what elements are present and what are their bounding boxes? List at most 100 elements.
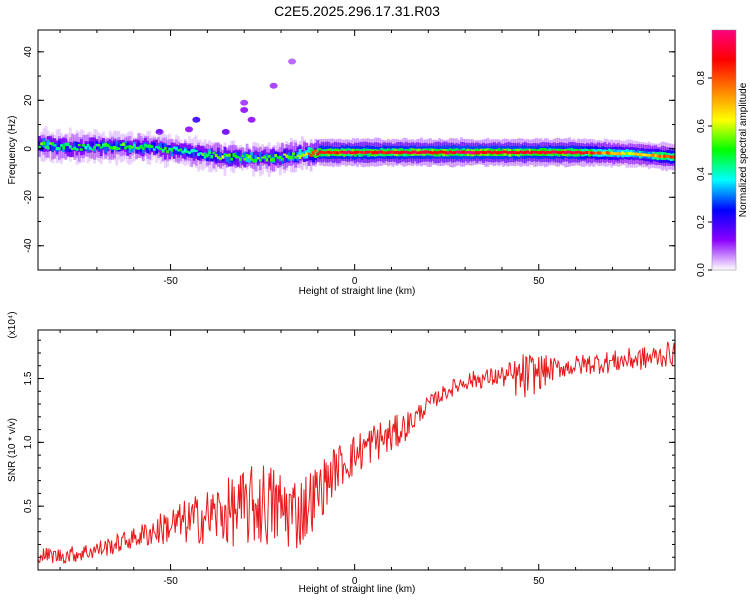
spectrogram-cell [124, 146, 127, 150]
spectrogram-cell [647, 154, 651, 157]
spectrogram-cell [471, 151, 474, 155]
spectrogram-cell [345, 151, 348, 155]
spectrogram-cell [82, 143, 85, 147]
spectrogram-cell [539, 150, 543, 155]
spectrogram-cell [159, 143, 163, 149]
spectrogram-cell [210, 148, 214, 161]
spectrogram-cell [230, 157, 234, 161]
spectrogram-cell [559, 151, 563, 155]
spectrogram-cell [378, 150, 382, 154]
spectrogram-cell [135, 146, 139, 150]
spectrogram-cell [656, 154, 660, 158]
spectrogram-cell [351, 151, 355, 155]
spectrogram-cell [49, 142, 52, 145]
spectrogram-cell [192, 148, 196, 157]
spectrogram-cell [194, 148, 198, 157]
spectrogram-cell [614, 152, 618, 156]
spectrogram-cell [170, 148, 174, 152]
spectrogram-cell [168, 147, 172, 151]
spectrogram-cell [40, 142, 44, 146]
spectrogram-cell [258, 158, 262, 162]
spectrogram-cell [141, 147, 145, 150]
snr-y-label: SNR (10 * v/v) [7, 418, 18, 482]
spectrogram-cell [166, 150, 169, 154]
spectrogram-cell [515, 151, 519, 155]
spectrogram-cell [630, 152, 633, 156]
spectrogram-cell [610, 151, 614, 155]
spectrogram-cell [331, 151, 335, 154]
spectrogram-x-tick-label: 50 [533, 276, 545, 287]
spectrogram-cell [161, 149, 165, 153]
spectrogram-cell [318, 150, 322, 154]
spectrogram-cell [307, 147, 311, 156]
spectrogram-cell [126, 145, 130, 148]
spectrogram-x-tick-label: -50 [163, 276, 178, 287]
spectrogram-cell [247, 155, 251, 159]
spectrogram-cell [272, 148, 275, 165]
spectrogram-cell [382, 151, 386, 155]
spectrogram-cell [68, 145, 72, 149]
spectrogram-y-ticks: -40 -20 0 20 40 [23, 46, 675, 271]
spectrogram-cell [431, 151, 435, 155]
spectrogram-cell [66, 142, 70, 147]
spectrogram-cell [285, 154, 289, 158]
spectrogram-blob [269, 82, 278, 89]
spectrogram-cell [276, 152, 280, 160]
spectrogram-cell [554, 150, 558, 154]
colorbar-label: Normalized spectral amplitude [738, 82, 749, 217]
spectrogram-cell [64, 144, 68, 152]
spectrogram-cell [415, 151, 419, 155]
spectrogram-cell [71, 147, 74, 151]
spectrogram-cell [495, 151, 499, 155]
spectrogram-cell [258, 152, 262, 160]
spectrogram-blob [247, 116, 256, 123]
spectrogram-cell [479, 150, 483, 154]
spectrogram-cell [484, 151, 488, 155]
spectrogram-cell [592, 151, 596, 155]
spectrogram-cell [632, 152, 636, 156]
spectrogram-cell [216, 156, 220, 159]
spectrogram-cell [241, 154, 245, 158]
spectrogram-cell [245, 154, 249, 158]
spectrogram-cell [605, 151, 609, 155]
spectrogram-cell [612, 152, 616, 155]
spectrogram-cell [645, 153, 649, 157]
spectrogram-cell [426, 150, 430, 154]
spectrogram-cell [93, 137, 97, 153]
spectrogram-cell [186, 150, 189, 154]
spectrogram-cell [342, 150, 346, 154]
spectrogram-cell [247, 155, 251, 163]
spectrogram-cell [364, 150, 368, 154]
spectrogram-cell [245, 154, 249, 162]
spectrogram-cell [157, 146, 161, 150]
spectrogram-cell [663, 154, 667, 158]
spectrogram-cell [574, 151, 578, 154]
spectrogram-cell [459, 150, 463, 154]
spectrogram-cell [638, 153, 642, 157]
spectrogram-cell [234, 154, 238, 159]
spectrogram-y-tick-label: 0 [23, 146, 34, 152]
spectrogram-cell [38, 141, 41, 148]
spectrogram-cell [535, 150, 538, 154]
spectrogram-cell [212, 151, 216, 155]
spectrogram-cell [194, 149, 198, 153]
spectrogram-blob [184, 126, 193, 133]
spectrogram-cell [643, 153, 647, 157]
spectrogram-cell [466, 150, 470, 154]
spectrogram-cell [579, 151, 583, 155]
spectrogram-cell [223, 153, 227, 156]
snr-frame [37, 329, 676, 571]
spectrogram-cell [117, 147, 121, 150]
spectrogram-cell [95, 143, 99, 147]
spectrogram-cell [493, 150, 496, 154]
spectrogram-cell [115, 146, 119, 151]
spectrogram-cell [294, 156, 298, 159]
spectrogram-cell [219, 153, 222, 159]
spectrogram-cell [512, 150, 516, 155]
spectrogram-cell [473, 151, 477, 155]
spectrogram-cell [243, 157, 247, 161]
spectrogram-y-tick-label: -40 [23, 238, 34, 253]
spectrogram-cell [298, 148, 302, 157]
spectrogram-cell [179, 148, 183, 152]
spectrogram-cell [583, 151, 587, 154]
